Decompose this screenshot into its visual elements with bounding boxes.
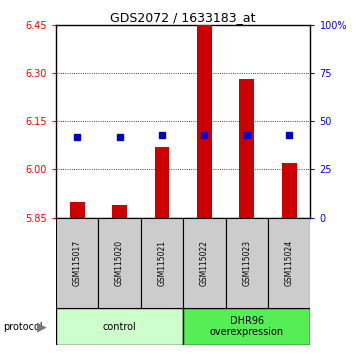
Bar: [112, 205, 127, 218]
Bar: [268, 218, 310, 308]
Text: GSM115023: GSM115023: [242, 240, 251, 286]
Title: GDS2072 / 1633183_at: GDS2072 / 1633183_at: [110, 11, 256, 24]
Text: protocol: protocol: [4, 321, 43, 332]
Bar: [56, 218, 98, 308]
Text: GSM115024: GSM115024: [285, 240, 294, 286]
Text: GSM115021: GSM115021: [157, 240, 166, 286]
Bar: [226, 218, 268, 308]
Bar: [56, 218, 310, 308]
Bar: [282, 163, 297, 218]
Bar: [155, 147, 169, 218]
Bar: [239, 79, 254, 218]
Bar: [70, 202, 84, 218]
Text: control: control: [103, 321, 136, 332]
Text: GSM115020: GSM115020: [115, 240, 124, 286]
Bar: [56, 308, 183, 345]
Bar: [141, 218, 183, 308]
Text: GSM115022: GSM115022: [200, 240, 209, 286]
Text: GSM115017: GSM115017: [73, 240, 82, 286]
Bar: [98, 218, 141, 308]
Text: DHR96
overexpression: DHR96 overexpression: [210, 316, 284, 337]
Bar: [183, 308, 310, 345]
Bar: [183, 218, 226, 308]
Bar: [197, 25, 212, 218]
Text: ▶: ▶: [37, 320, 46, 333]
